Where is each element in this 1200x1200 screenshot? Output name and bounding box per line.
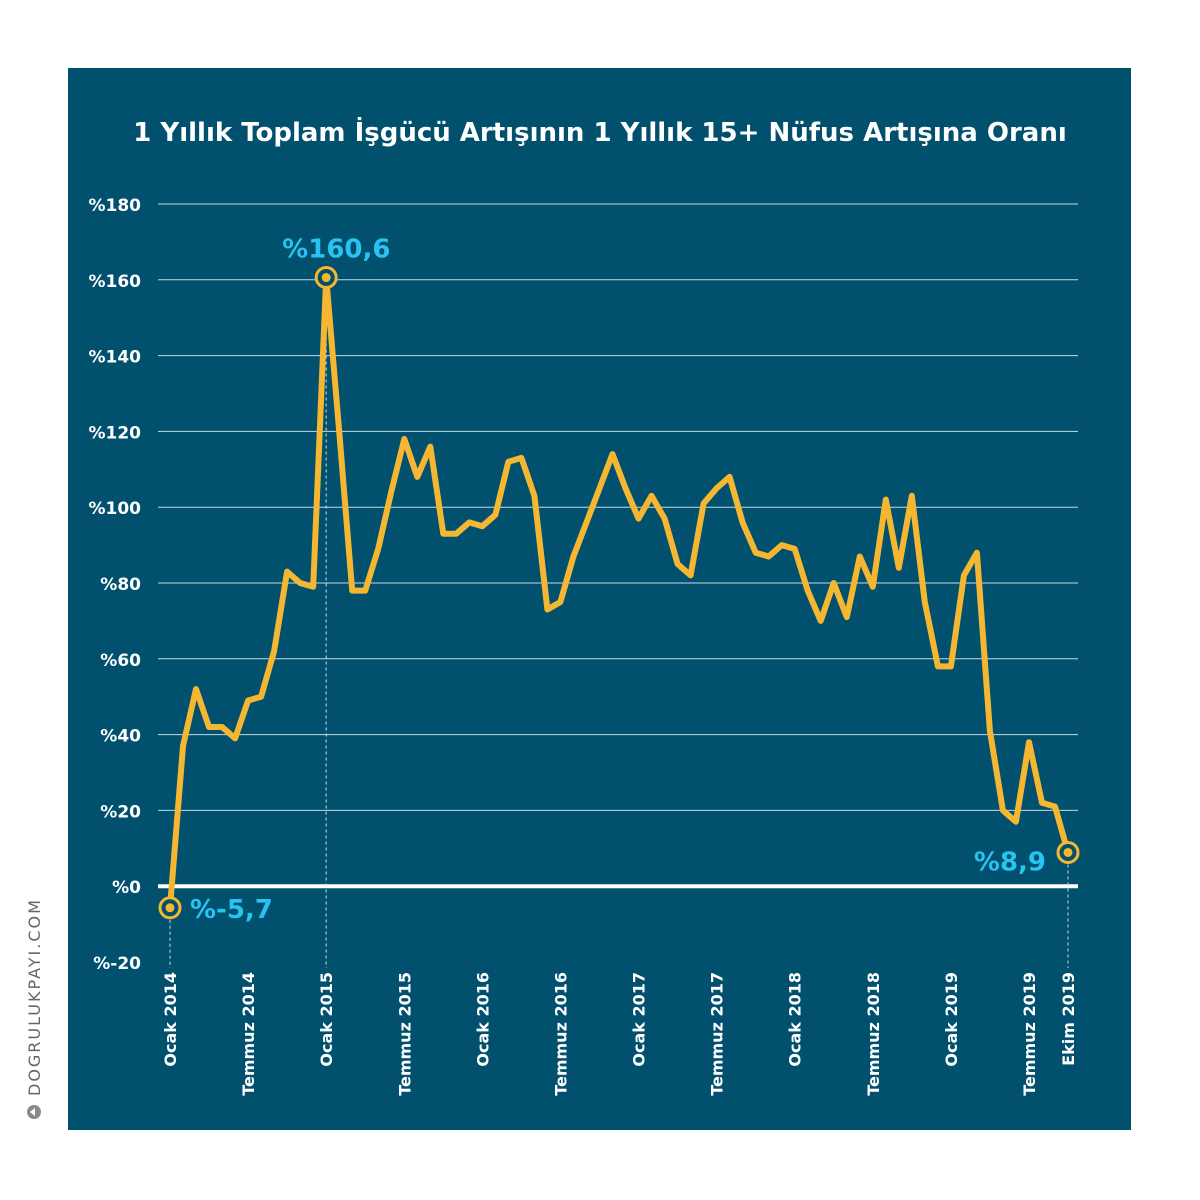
y-tick-label: %-20	[93, 954, 141, 974]
series-line	[167, 274, 1071, 911]
brand-text: DOGRULUKPAYI.COM	[24, 898, 44, 1096]
x-tick-label: Temmuz 2014	[239, 972, 258, 1096]
x-tick-label: Temmuz 2019	[1020, 972, 1039, 1096]
x-tick-label: Temmuz 2016	[551, 972, 570, 1096]
y-axis-ticks: %180 %160 %140 %120 %100 %80 %60 %40 %20 %0 %-20	[88, 196, 141, 974]
y-tick-label: %60	[100, 651, 141, 671]
y-tick-label: %120	[88, 423, 141, 443]
grid-lines	[158, 203, 1078, 889]
annotation-marker-dot	[321, 273, 331, 283]
y-tick-label: %140	[88, 348, 141, 368]
x-tick-label: Ocak 2016	[473, 972, 492, 1067]
annotation-label: %160,6	[282, 235, 390, 265]
chart-title: 1 Yıllık Toplam İşgücü Artışının 1 Yıllı…	[133, 118, 1067, 148]
x-tick-label: Ocak 2017	[630, 972, 649, 1067]
x-tick-label: Ocak 2019	[942, 972, 961, 1067]
x-tick-label: Ocak 2018	[786, 972, 805, 1067]
x-tick-label: Temmuz 2017	[708, 972, 727, 1096]
chart-panel	[68, 68, 1131, 1130]
y-tick-label: %100	[88, 499, 141, 519]
y-tick-label: %0	[112, 878, 141, 898]
annotation-marker-dot	[1063, 847, 1073, 857]
x-tick-label: Ocak 2014	[161, 972, 180, 1067]
y-tick-label: %80	[100, 575, 141, 595]
y-tick-label: %180	[88, 196, 141, 216]
annotation-label: %-5,7	[190, 895, 273, 925]
annotations: %-5,7 %160,6 %8,9	[158, 235, 1080, 925]
annotation-marker-dot	[165, 903, 175, 913]
x-tick-label: Ocak 2015	[317, 972, 336, 1067]
series	[167, 274, 1071, 911]
brand-watermark: DOGRULUKPAYI.COM	[22, 860, 46, 1120]
brand-logo-icon	[26, 1104, 42, 1120]
x-tick-label: Temmuz 2018	[864, 972, 883, 1096]
y-tick-label: %40	[100, 727, 141, 747]
x-tick-label: Temmuz 2015	[395, 972, 414, 1096]
guide-lines	[169, 277, 1069, 968]
x-axis-ticks: Ocak 2014 Temmuz 2014 Ocak 2015 Temmuz 2015…	[161, 972, 1078, 1096]
annotation-label: %8,9	[974, 847, 1046, 877]
y-tick-label: %20	[100, 802, 141, 822]
y-tick-label: %160	[88, 272, 141, 292]
x-tick-label: Ekim 2019	[1059, 972, 1078, 1066]
